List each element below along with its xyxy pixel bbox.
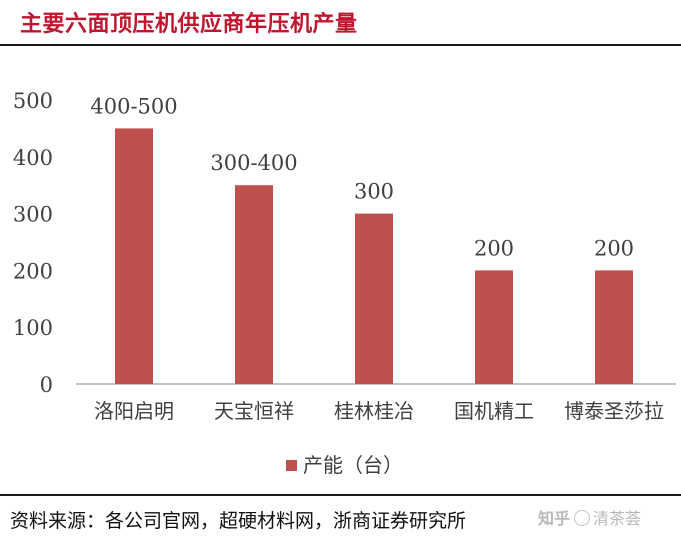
legend-swatch <box>286 460 297 471</box>
bar <box>475 270 513 384</box>
y-tick-label: 100 <box>13 316 53 340</box>
data-label: 300 <box>354 180 394 204</box>
y-tick-label: 300 <box>13 203 53 227</box>
data-label: 300-400 <box>210 151 297 175</box>
x-tick-label: 国机精工 <box>454 399 534 423</box>
x-tick-label: 天宝恒祥 <box>214 399 294 423</box>
legend-label: 产能（台） <box>303 453 403 477</box>
chart-title: 主要六面顶压机供应商年压机产量 <box>20 12 358 37</box>
bar <box>355 213 393 384</box>
data-label: 200 <box>474 236 514 260</box>
bar-chart: 0 100 200 300 400 500 400-500 300-400 300 200 200… <box>13 89 676 477</box>
y-tick-label: 500 <box>13 89 53 113</box>
watermark-logo: 知乎 <box>538 509 571 528</box>
header-divider <box>0 44 681 46</box>
legend: 产能（台） <box>286 453 403 477</box>
bars-group <box>115 128 633 384</box>
x-tick-label: 博泰圣莎拉 <box>564 399 664 423</box>
x-axis-labels: 洛阳启明 天宝恒祥 桂林桂冶 国机精工 博泰圣莎拉 <box>94 399 664 423</box>
bar <box>235 185 273 384</box>
watermark-avatar-icon <box>574 510 591 526</box>
source-note: 资料来源：各公司官网，超硬材料网，浙商证券研究所 <box>10 510 467 532</box>
y-axis-ticks: 0 100 200 300 400 500 <box>13 89 53 397</box>
y-tick-label: 400 <box>13 146 53 170</box>
watermark-author: 清茶荟 <box>593 509 642 528</box>
watermark: 知乎 清茶荟 <box>538 505 641 529</box>
bar <box>595 270 633 384</box>
x-tick-label: 洛阳启明 <box>94 399 174 423</box>
data-label: 400-500 <box>90 94 177 118</box>
footer-divider <box>0 494 681 496</box>
bar <box>115 128 153 384</box>
x-tick-label: 桂林桂冶 <box>334 399 414 423</box>
data-label: 200 <box>594 236 634 260</box>
y-tick-label: 200 <box>13 259 53 283</box>
y-tick-label: 0 <box>40 373 53 397</box>
data-labels-group: 400-500 300-400 300 200 200 <box>90 94 634 260</box>
